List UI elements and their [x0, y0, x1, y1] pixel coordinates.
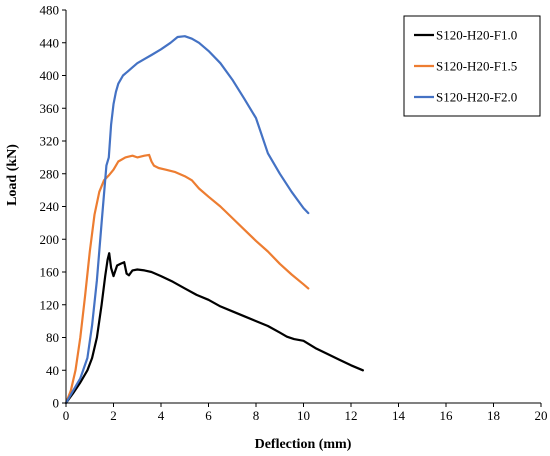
- x-tick-label: 2: [110, 408, 117, 423]
- series-line-2: [64, 153, 310, 405]
- y-tick-label: 320: [40, 134, 60, 149]
- y-tick-label: 40: [46, 363, 59, 378]
- y-tick-label: 440: [40, 35, 60, 50]
- y-tick-label: 160: [40, 265, 60, 280]
- x-tick-label: 8: [253, 408, 260, 423]
- series-line-1: [64, 252, 364, 405]
- x-tick-label: 20: [535, 408, 548, 423]
- y-tick-label: 240: [40, 199, 60, 214]
- legend-label: S120-H20-F2.0: [436, 90, 517, 105]
- y-tick-label: 480: [40, 3, 60, 18]
- x-tick-label: 10: [297, 408, 310, 423]
- y-axis-title: Load (kN): [5, 144, 20, 206]
- legend-label: S120-H20-F1.0: [436, 28, 517, 43]
- x-tick-label: 0: [63, 408, 70, 423]
- y-tick-label: 80: [46, 330, 59, 345]
- x-tick-label: 12: [345, 408, 358, 423]
- y-tick-label: 120: [40, 297, 60, 312]
- series-line-3: [64, 35, 310, 405]
- x-axis-title: Deflection (mm): [255, 437, 352, 452]
- y-tick-label: 0: [53, 396, 60, 411]
- x-tick-label: 14: [392, 408, 406, 423]
- x-tick-label: 6: [205, 408, 212, 423]
- y-tick-label: 200: [40, 232, 60, 247]
- y-tick-label: 280: [40, 166, 60, 181]
- x-tick-label: 16: [440, 408, 454, 423]
- plot-lines: [64, 35, 364, 405]
- y-tick-label: 360: [40, 101, 60, 116]
- x-tick-label: 4: [158, 408, 165, 423]
- x-tick-label: 18: [487, 408, 500, 423]
- ticks: 0 2 4 6 8 10 12 14 16 18 2004080120160200240280320…: [40, 3, 548, 424]
- legend-label: S120-H20-F1.5: [436, 59, 517, 74]
- legend: S120-H20-F1.0 S120-H20-F1.5 S120-H20-F2.0: [403, 15, 541, 117]
- y-tick-label: 400: [40, 68, 60, 83]
